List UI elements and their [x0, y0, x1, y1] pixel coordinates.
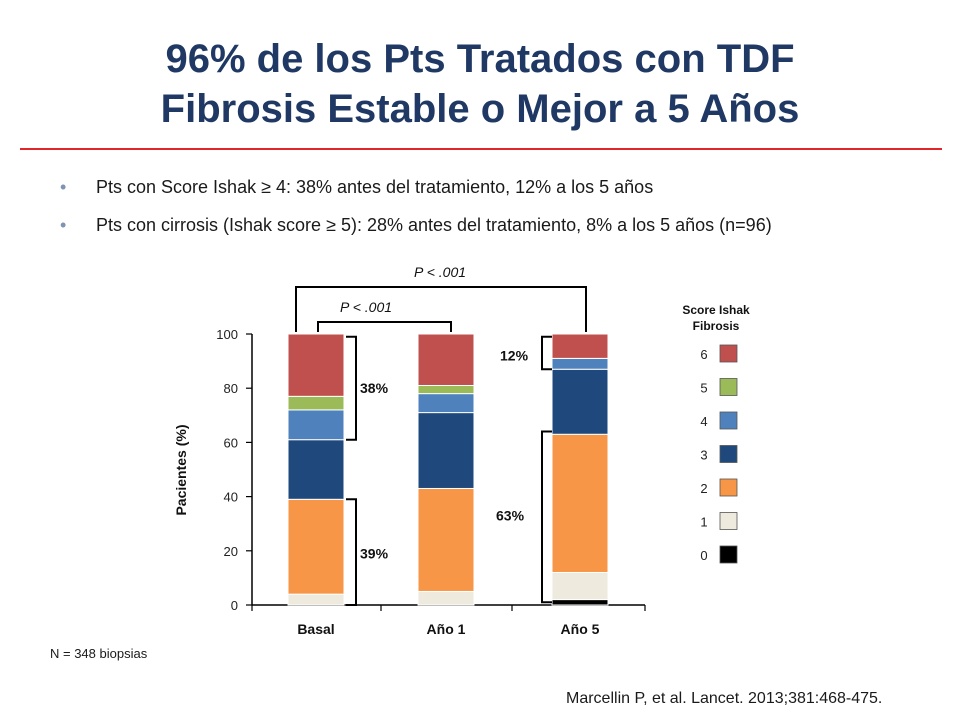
- bar-segment: [417, 487, 475, 592]
- y-tick-label: 20: [224, 544, 238, 559]
- y-tick-label: 60: [224, 435, 238, 450]
- bracket-y5-bottom-label: 63%: [496, 508, 525, 524]
- y-tick-label: 80: [224, 381, 238, 396]
- legend-label: 5: [700, 381, 707, 396]
- legend-title-line-2: Fibrosis: [693, 319, 740, 333]
- bullet-dot-icon: •: [60, 177, 67, 197]
- x-tick-label: Año 5: [561, 621, 600, 637]
- bar-segment: [287, 439, 345, 500]
- p-value-basal-ano1: P < .001: [340, 299, 392, 315]
- bar-segment: [417, 590, 475, 606]
- bar-segment: [551, 333, 609, 359]
- bar-segment: [551, 368, 609, 435]
- legend-swatch: [719, 411, 738, 430]
- bracket-y5-top: [541, 335, 552, 371]
- bracket-basal-bottom-label: 39%: [360, 546, 389, 562]
- bar-segment: [417, 412, 475, 489]
- bar-segment: [417, 384, 475, 395]
- bracket-basal-top: [346, 335, 357, 441]
- title-line-1: 96% de los Pts Tratados con TDF: [165, 37, 795, 81]
- bar-segment: [551, 599, 609, 606]
- y-tick-label: 40: [224, 490, 238, 505]
- bullet-text: Pts con Score Ishak ≥ 4: 38% antes del t…: [96, 177, 654, 197]
- chart-axes: 0 20 40 60 80 100 Basal Año 1 Año 5 Pacientes (%): [173, 327, 646, 637]
- bar-segment: [287, 395, 345, 411]
- p-connector-basal-ano1: [317, 321, 452, 332]
- legend-swatch: [719, 512, 738, 530]
- bracket-basal-bottom: [346, 498, 357, 606]
- bullet-text: Pts con cirrosis (Ishak score ≥ 5): 28% …: [96, 215, 772, 235]
- bar-segment: [287, 593, 345, 606]
- bullet-list: • Pts con Score Ishak ≥ 4: 38% antes del …: [58, 176, 938, 252]
- title-divider: [20, 148, 942, 150]
- bar-segment: [417, 333, 475, 386]
- x-tick-label: Año 1: [427, 621, 466, 637]
- bar-segment: [551, 433, 609, 573]
- chart-annotations: 38% 39% 12% 63% P < .001 P < .001: [295, 264, 587, 606]
- bar-segment: [287, 409, 345, 441]
- legend-swatch: [719, 378, 738, 396]
- legend-label: 0: [700, 548, 707, 563]
- bar-segment: [287, 333, 345, 397]
- y-tick-label: 100: [216, 327, 238, 342]
- reference-citation: Marcellin P, et al. Lancet. 2013;381:468…: [566, 690, 883, 707]
- legend-swatch: [719, 445, 738, 463]
- slide-title: 96% de los Pts Tratados con TDF Fibrosis…: [0, 34, 960, 134]
- legend-title-line-1: Score Ishak: [682, 303, 750, 317]
- y-axis-label: Pacientes (%): [173, 424, 189, 515]
- bracket-basal-top-label: 38%: [360, 380, 389, 396]
- bar-segment: [551, 357, 609, 370]
- legend-label: 3: [700, 448, 707, 463]
- title-line-2: Fibrosis Estable o Mejor a 5 Años: [160, 87, 800, 131]
- bar-segment: [417, 393, 475, 414]
- bar-segment: [551, 571, 609, 601]
- legend-label: 6: [700, 347, 707, 362]
- bar-segment: [287, 498, 345, 595]
- bullet-dot-icon: •: [60, 215, 67, 235]
- bullet-item: • Pts con cirrosis (Ishak score ≥ 5): 28%…: [58, 214, 938, 236]
- x-tick-label: Basal: [297, 621, 334, 637]
- legend-swatch: [719, 478, 738, 497]
- legend-label: 4: [700, 414, 707, 429]
- sample-size-note: N = 348 biopsias: [50, 646, 148, 661]
- p-connector-basal-ano5: [295, 286, 587, 332]
- bullet-item: • Pts con Score Ishak ≥ 4: 38% antes del …: [58, 176, 938, 198]
- chart-bars: [287, 333, 609, 606]
- legend-label: 2: [700, 481, 707, 496]
- legend-label: 1: [700, 515, 707, 530]
- bracket-y5-bottom: [541, 430, 552, 604]
- p-value-basal-ano5: P < .001: [414, 264, 466, 280]
- y-tick-label: 0: [231, 598, 238, 613]
- legend-swatch: [719, 545, 738, 564]
- bracket-y5-top-label: 12%: [500, 348, 529, 364]
- chart-legend: Score Ishak Fibrosis 6 5 4 3 2 1 0: [682, 303, 750, 564]
- legend-swatch: [719, 344, 738, 363]
